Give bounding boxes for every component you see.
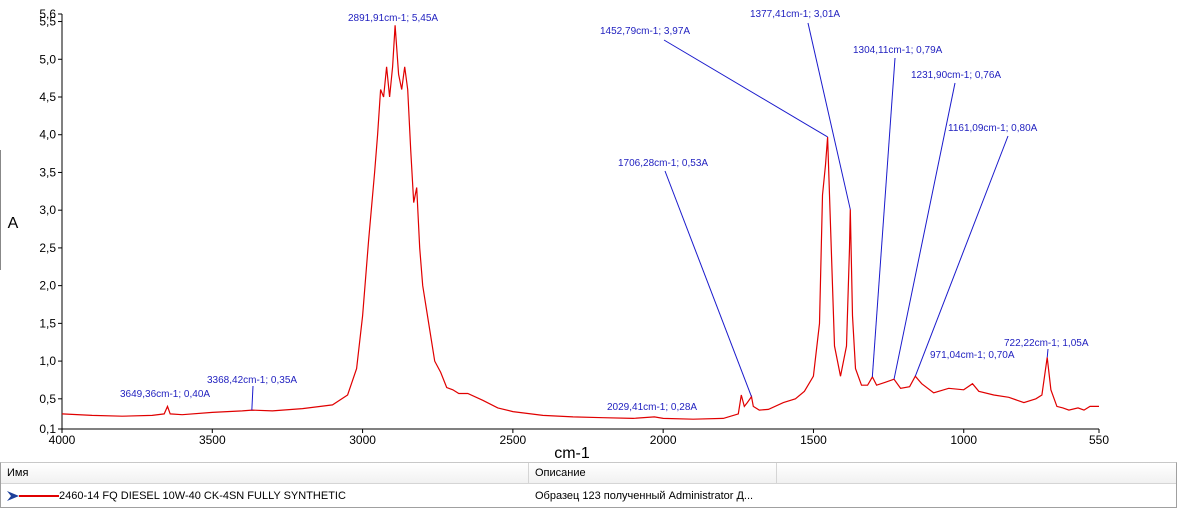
peak-leader [1046,348,1049,358]
peak-label: 1231,90cm-1; 0,76A [911,70,1001,81]
y-axis-label: A [8,215,19,232]
row-name: 2460-14 FQ DIESEL 10W-40 CK-4SN FULLY SY… [59,490,346,502]
x-tick-label: 550 [1089,433,1109,447]
peak-label: 2029,41cm-1; 0,28A [607,402,697,413]
chart: cm-1 A 0,1 0,5 1,0 1,5 2,0 2,5 3,0 3,5 4,0 4,5 5,0… [0,7,1109,462]
y-tick-label: 4,0 [39,128,56,142]
y-tick-label: 1,5 [39,316,56,330]
table-row[interactable]: 2460-14 FQ DIESEL 10W-40 CK-4SN FULLY SY… [1,486,1176,506]
peak-label: 1304,11cm-1; 0,79A [853,45,943,56]
peak-label: 1161,09cm-1; 0,80A [948,123,1038,134]
peak-leader [251,385,254,411]
x-tick-label: 2500 [500,433,527,447]
y-tick-label: 5,5 [39,15,56,29]
peak-label: 3649,36cm-1; 0,40A [120,389,210,400]
peak-label: 971,04cm-1; 0,70A [930,350,1015,361]
header-cell[interactable]: Имя [1,463,529,483]
peak-leader [914,135,1009,377]
row-icon [7,491,59,501]
x-tick-label: 3500 [199,433,226,447]
row-description: Образец 123 полученный Administrator Д..… [535,490,754,502]
y-tick-label: 3,0 [39,203,56,217]
peak-leader [893,82,956,380]
peak-leader [807,22,851,210]
y-tick-label: 2,5 [39,241,56,255]
y-tick-label: 2,0 [39,279,56,293]
peak-label: 722,22cm-1; 1,05A [1004,338,1089,349]
peak-label: 1377,41cm-1; 3,01A [750,9,840,20]
y-tick-label: 4,5 [39,90,56,104]
x-tick-label: 2000 [650,433,677,447]
arrow-icon [7,491,19,501]
header-cell[interactable]: Описание [529,463,777,483]
peak-label: 1706,28cm-1; 0,53A [618,158,708,169]
y-tick-label: 3,5 [39,165,56,179]
x-tick-label: 4000 [49,433,76,447]
x-tick-label: 1500 [800,433,827,447]
peak-leader [664,170,752,397]
y-tick-label: 0,1 [39,422,56,436]
y-tick-label: 5,0 [39,52,56,66]
y-tick-label: 1,0 [39,354,56,368]
x-tick-label: 3000 [349,433,376,447]
peak-label: 1452,79cm-1; 3,97A [600,26,690,37]
peak-leader [871,57,896,377]
spectrum-line [61,25,1099,420]
table-header: Имя Описание [1,463,1176,484]
peak-leader [663,39,828,138]
spectra-table: Имя Описание 2460-14 FQ DIESEL 10W-40 CK… [0,462,1177,508]
peak-label: 3368,42cm-1; 0,35A [207,375,297,386]
x-axis-label: cm-1 [554,445,590,462]
y-tick-label: 5,6 [39,7,56,21]
y-tick-label: 0,5 [39,392,56,406]
peak-label: 2891,91cm-1; 5,45A [348,13,438,24]
x-tick-label: 1000 [950,433,977,447]
